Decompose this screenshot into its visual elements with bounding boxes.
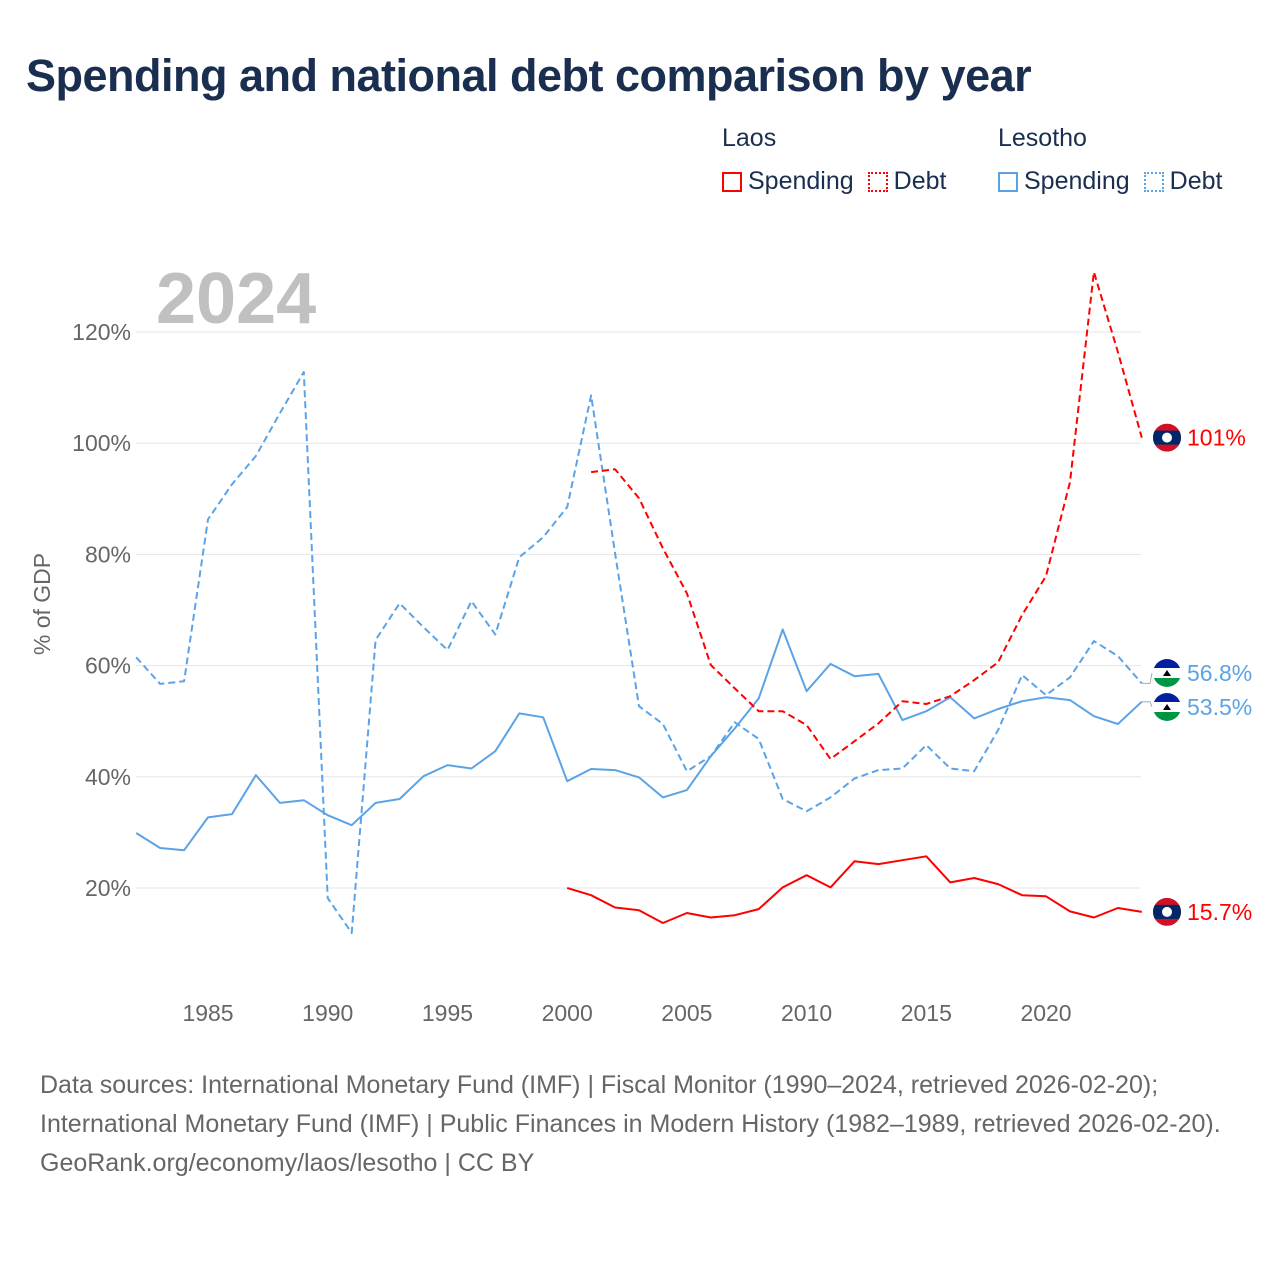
y-tick-label: 40% bbox=[85, 764, 131, 790]
x-tick-label: 1985 bbox=[182, 1000, 233, 1026]
legend-group-laos: Laos Spending Debt bbox=[722, 124, 960, 199]
y-tick-label: 120% bbox=[72, 319, 131, 345]
y-tick-label: 100% bbox=[72, 430, 131, 456]
series-line-lesotho-debt bbox=[135, 371, 1143, 934]
x-tick-label: 2000 bbox=[542, 1000, 593, 1026]
data-sources: Data sources: International Monetary Fun… bbox=[40, 1071, 1221, 1138]
x-tick-label: 2010 bbox=[781, 1000, 832, 1026]
flag-disc bbox=[1162, 906, 1172, 917]
flag-stripe bbox=[1153, 693, 1181, 702]
flag-body bbox=[1153, 693, 1181, 721]
legend-lesotho-spending[interactable]: Spending bbox=[998, 167, 1130, 196]
end-value-label: 101% bbox=[1187, 425, 1246, 451]
laos-flag-icon bbox=[1153, 423, 1181, 452]
legend-group-lesotho: Lesotho Spending Debt bbox=[998, 124, 1222, 199]
y-tick-label: 20% bbox=[85, 875, 131, 901]
solid-swatch-icon bbox=[722, 171, 742, 192]
end-value-label: 53.5% bbox=[1187, 694, 1252, 720]
x-tick-label: 2015 bbox=[901, 1000, 952, 1026]
leader-line bbox=[1142, 672, 1153, 684]
x-tick-label: 1990 bbox=[302, 1000, 353, 1026]
flag-hat bbox=[1163, 670, 1171, 676]
footer: Data sources: International Monetary Fun… bbox=[40, 1066, 1240, 1183]
year-watermark: 2024 bbox=[156, 259, 316, 339]
end-value-label: 56.8% bbox=[1187, 660, 1252, 686]
flag-body bbox=[1153, 659, 1181, 687]
legend-lesotho-debt[interactable]: Debt bbox=[1143, 167, 1223, 196]
legend-label: Spending bbox=[748, 167, 854, 195]
credit-link[interactable]: GeoRank.org/economy/laos/lesotho | CC BY bbox=[40, 1149, 535, 1177]
flag-stripe bbox=[1153, 712, 1181, 721]
legend-group-name: Laos bbox=[722, 124, 777, 152]
x-tick-label: 2005 bbox=[661, 1000, 712, 1026]
leader-line bbox=[1142, 701, 1153, 708]
solid-swatch-icon bbox=[998, 171, 1018, 192]
laos-flag-icon bbox=[1153, 897, 1181, 926]
flag-body bbox=[1153, 423, 1181, 452]
legend-laos-spending[interactable]: Spending bbox=[722, 167, 854, 196]
lesotho-flag-icon bbox=[1153, 659, 1181, 687]
legend-label: Debt bbox=[893, 167, 947, 195]
legend-label: Spending bbox=[1024, 167, 1130, 195]
flag-disc bbox=[1162, 432, 1172, 443]
dotted-swatch-icon bbox=[1143, 171, 1164, 192]
y-axis-label: % of GDP bbox=[29, 553, 55, 655]
dotted-swatch-icon bbox=[867, 171, 888, 192]
series-line-laos-spending bbox=[566, 855, 1142, 924]
legend-group-name: Lesotho bbox=[998, 124, 1087, 152]
x-tick-label: 1995 bbox=[422, 1000, 473, 1026]
lesotho-flag-icon bbox=[1153, 693, 1181, 721]
flag-stripe bbox=[1153, 659, 1181, 668]
flag-hat bbox=[1163, 704, 1171, 710]
legend-label: Debt bbox=[1169, 167, 1223, 195]
y-tick-label: 60% bbox=[85, 653, 131, 679]
chart-title: Spending and national debt comparison by… bbox=[26, 50, 1032, 101]
x-tick-label: 2020 bbox=[1020, 1000, 1071, 1026]
y-tick-label: 80% bbox=[85, 541, 131, 567]
flag-stripe bbox=[1153, 678, 1181, 687]
series-line-lesotho-spending bbox=[135, 628, 1143, 852]
series-line-laos-debt bbox=[590, 271, 1143, 760]
end-value-label: 15.7% bbox=[1187, 899, 1252, 925]
flag-body bbox=[1153, 897, 1181, 926]
legend-laos-debt[interactable]: Debt bbox=[867, 167, 947, 196]
